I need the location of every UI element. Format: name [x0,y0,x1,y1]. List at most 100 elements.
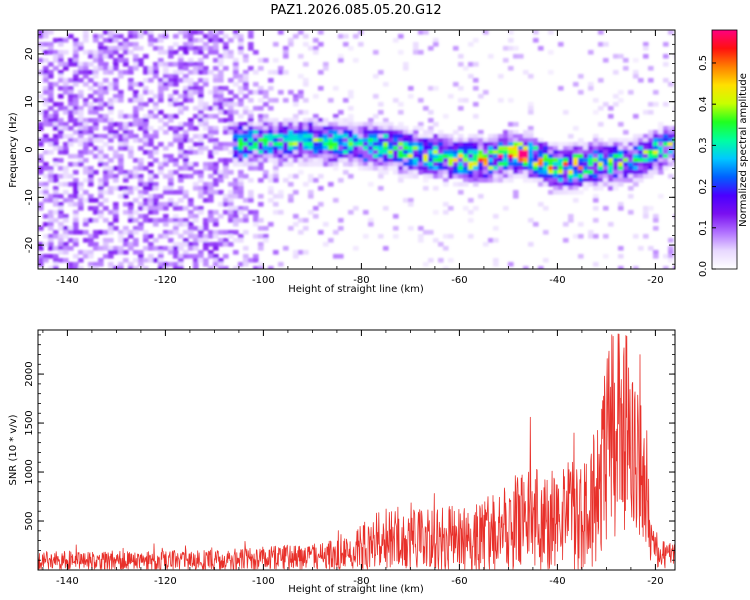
heatmap-cell [48,82,54,87]
heatmap-cell [433,150,439,155]
heatmap-cell [403,146,409,151]
heatmap-cell [58,130,64,135]
heatmap-cell [303,126,309,131]
heatmap-cell [168,190,174,195]
heatmap-cell [173,102,179,107]
heatmap-cell [268,190,274,195]
heatmap-cell [408,138,414,143]
heatmap-cell [68,142,74,147]
heatmap-cell [543,142,549,147]
heatmap-cell [233,58,239,63]
heatmap-cell [213,162,219,167]
heatmap-cell [228,126,234,131]
heatmap-cell [98,230,104,235]
heatmap-cell [78,230,84,235]
heatmap-cell [573,158,579,163]
heatmap-cell [343,162,349,167]
heatmap-cell [368,134,374,139]
heatmap-cell [633,154,639,159]
heatmap-cell [408,170,414,175]
heatmap-cell [188,242,194,247]
heatmap-cell [143,86,149,91]
heatmap-cell [553,190,559,195]
heatmap-cell [303,250,309,255]
heatmap-cell [428,46,434,51]
heatmap-cell [418,134,424,139]
heatmap-cell [553,146,559,151]
heatmap-cell [253,154,259,159]
heatmap-cell [423,166,429,171]
heatmap-cell [398,130,404,135]
heatmap-cell [133,242,139,247]
heatmap-cell [193,114,199,119]
heatmap-cell [428,150,434,155]
heatmap-cell [608,182,614,187]
heatmap-cell [308,174,314,179]
heatmap-cell [438,142,444,147]
heatmap-cell [183,42,189,47]
heatmap-cell [248,42,254,47]
heatmap-cell [298,146,304,151]
heatmap-cell [78,78,84,83]
heatmap-cell [153,182,159,187]
heatmap-cell [478,166,484,171]
heatmap-cell [328,122,334,127]
heatmap-cell [158,202,164,207]
heatmap-cell [108,166,114,171]
heatmap-cell [278,150,284,155]
heatmap-cell [53,254,59,259]
heatmap-cell [83,38,89,43]
heatmap-cell [48,198,54,203]
heatmap-cell [463,98,469,103]
heatmap-cell [563,238,569,243]
heatmap-cell [53,114,59,119]
heatmap-cell [168,74,174,79]
heatmap-cell [568,174,574,179]
heatmap-cell [193,266,199,269]
heatmap-cell [78,162,84,167]
heatmap-cell [393,134,399,139]
heatmap-cell [658,146,664,151]
heatmap-cell [198,62,204,67]
heatmap-cell [528,174,534,179]
heatmap-cell [273,178,279,183]
heatmap-cell [493,162,499,167]
heatmap-cell [233,66,239,71]
heatmap-cell [523,70,529,75]
heatmap-cell [623,146,629,151]
heatmap-cell [328,130,334,135]
heatmap-cell [203,118,209,123]
heatmap-cell [183,190,189,195]
heatmap-cell [513,162,519,167]
heatmap-cell [98,214,104,219]
heatmap-cell [523,174,529,179]
heatmap-cell [468,42,474,47]
heatmap-cell [458,98,464,103]
heatmap-cell [178,62,184,67]
heatmap-cell [298,230,304,235]
heatmap-cell [38,94,44,99]
heatmap-cell [548,158,554,163]
heatmap-cell [98,186,104,191]
heatmap-cell [673,54,675,59]
heatmap-cell [328,154,334,159]
heatmap-cell [238,130,244,135]
heatmap-cell [303,62,309,67]
heatmap-cell [168,182,174,187]
heatmap-cell [108,98,114,103]
heatmap-cell [418,122,424,127]
heatmap-cell [263,238,269,243]
heatmap-cell [278,158,284,163]
heatmap-cell [428,258,434,263]
heatmap-cell [543,158,549,163]
heatmap-cell [533,38,539,43]
heatmap-cell [483,146,489,151]
heatmap-cell [358,162,364,167]
heatmap-cell [388,154,394,159]
heatmap-cell [318,154,324,159]
heatmap-cell [223,230,229,235]
heatmap-cell [68,86,74,91]
heatmap-cell [148,234,154,239]
heatmap-cell [73,62,79,67]
heatmap-cell [298,54,304,59]
